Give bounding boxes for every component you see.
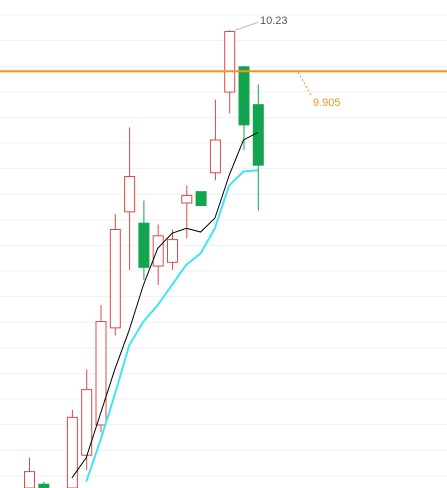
candle-body	[24, 471, 35, 488]
candle-body	[167, 239, 178, 263]
price-leader	[297, 71, 313, 97]
annotation-leader	[234, 21, 259, 31]
candle-body	[209, 139, 221, 174]
candle-body	[152, 235, 164, 267]
candle-body	[38, 483, 50, 488]
candle-body	[252, 104, 264, 166]
ma-line	[85, 169, 258, 483]
price-label: 9.905	[313, 97, 341, 109]
candle-body	[224, 31, 236, 93]
candle-body	[181, 194, 193, 204]
candle-body	[109, 228, 121, 329]
candle-body	[238, 66, 250, 126]
annotation-label: 10.23	[260, 15, 288, 27]
candle-body	[195, 191, 207, 207]
candle-body	[138, 222, 150, 268]
candle-body	[95, 321, 107, 426]
candle-body	[66, 416, 78, 488]
candle-body	[124, 176, 136, 213]
ma-line	[71, 131, 259, 479]
